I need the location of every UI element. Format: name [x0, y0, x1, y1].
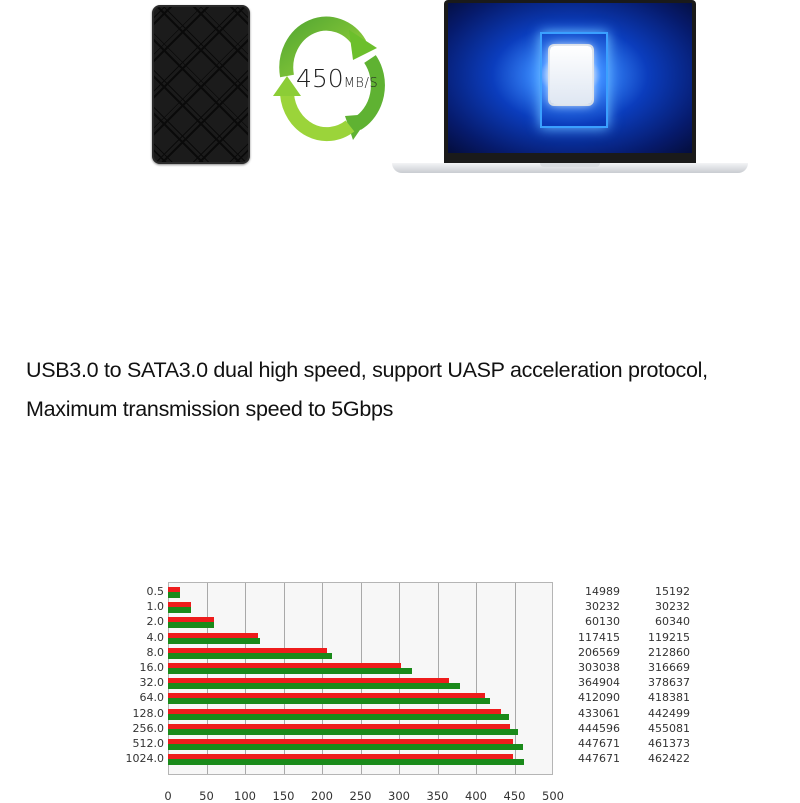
ssd-enclosure-image [152, 5, 250, 164]
bar-write [168, 647, 328, 654]
value-label: 444596 [578, 721, 620, 735]
x-tick-label: 300 [388, 789, 410, 803]
value-label: 60340 [655, 615, 690, 629]
value-label: 15192 [655, 585, 690, 598]
y-category-label: 8.0 [146, 645, 165, 659]
y-category-label: 1024.0 [125, 752, 165, 766]
speed-value: 450 [296, 64, 344, 93]
value-label: 433061 [578, 706, 620, 720]
bar-read [168, 592, 180, 598]
value-label: 364904 [578, 676, 620, 690]
bar-read [168, 713, 509, 720]
gridline [476, 583, 477, 774]
bar-write [168, 708, 502, 715]
value-label: 378637 [648, 676, 690, 690]
bar-write [168, 602, 192, 609]
value-label: 303038 [578, 661, 620, 674]
value-label: 442499 [648, 706, 690, 720]
bar-read [168, 759, 525, 766]
value-label: 462422 [648, 752, 690, 766]
bar-write [168, 632, 259, 639]
bar-read [168, 637, 260, 644]
bar-read [168, 652, 332, 659]
transfer-cycle-icon [273, 16, 385, 142]
value-label: 206569 [578, 645, 620, 659]
value-label: 212860 [648, 645, 690, 659]
y-category-label: 32.0 [139, 676, 165, 690]
value-label: 30232 [655, 600, 690, 614]
bar-read [168, 698, 491, 705]
description-line-2: Maximum transmission speed to 5Gbps [26, 397, 394, 421]
y-category-label: 0.5 [146, 585, 165, 598]
y-category-label: 256.0 [132, 721, 165, 735]
bar-read [168, 728, 519, 735]
y-category-label: 4.0 [146, 630, 165, 644]
x-tick-label: 500 [542, 789, 564, 803]
description-line-1: USB3.0 to SATA3.0 dual high speed, suppo… [26, 358, 708, 382]
speed-unit: MB/S [343, 76, 379, 91]
value-label: 117415 [578, 630, 620, 644]
bar-write [168, 663, 402, 669]
x-tick-label: 0 [164, 789, 172, 803]
x-tick-label: 50 [199, 789, 214, 803]
bar-read [168, 622, 215, 629]
y-category-label: 1.0 [146, 600, 165, 614]
value-label: 119215 [648, 630, 690, 644]
speed-label: 450MB/S [296, 64, 378, 93]
laptop-base [392, 163, 748, 173]
y-category-label: 2.0 [146, 615, 165, 629]
value-label: 461373 [648, 737, 690, 750]
y-category-label: 16.0 [139, 661, 165, 674]
cpu-chip-core [550, 46, 592, 104]
bar-write [168, 678, 449, 685]
bar-write [168, 587, 180, 593]
bar-write [168, 754, 513, 761]
y-category-label: 128.0 [132, 706, 165, 720]
y-category-label: 512.0 [132, 737, 165, 750]
bar-write [168, 723, 511, 730]
laptop-notch [540, 163, 600, 167]
value-label: 455081 [648, 721, 690, 735]
value-label: 412090 [578, 691, 620, 705]
x-tick-label: 350 [426, 789, 449, 803]
bar-read [168, 744, 524, 750]
x-tick-label: 450 [503, 789, 526, 803]
gridline [514, 583, 516, 774]
value-label: 447671 [578, 752, 620, 766]
value-label: 60130 [585, 615, 620, 629]
value-label: 447671 [578, 737, 620, 750]
x-tick-label: 200 [311, 789, 333, 803]
bar-write [168, 739, 513, 745]
bar-read [168, 683, 460, 690]
value-label: 316669 [648, 661, 690, 674]
bar-write [168, 693, 486, 700]
x-tick-label: 100 [234, 789, 256, 803]
x-tick-label: 400 [465, 789, 487, 803]
cpu-chip-graphic [540, 32, 608, 128]
x-tick-label: 250 [349, 789, 372, 803]
value-label: 30232 [585, 600, 620, 614]
value-label: 418381 [648, 691, 690, 705]
bar-read [168, 607, 192, 614]
x-tick-label: 150 [272, 789, 295, 803]
y-category-label: 64.0 [139, 691, 165, 705]
value-label: 14989 [585, 585, 620, 598]
bar-read [168, 668, 412, 674]
bar-write [168, 617, 215, 624]
